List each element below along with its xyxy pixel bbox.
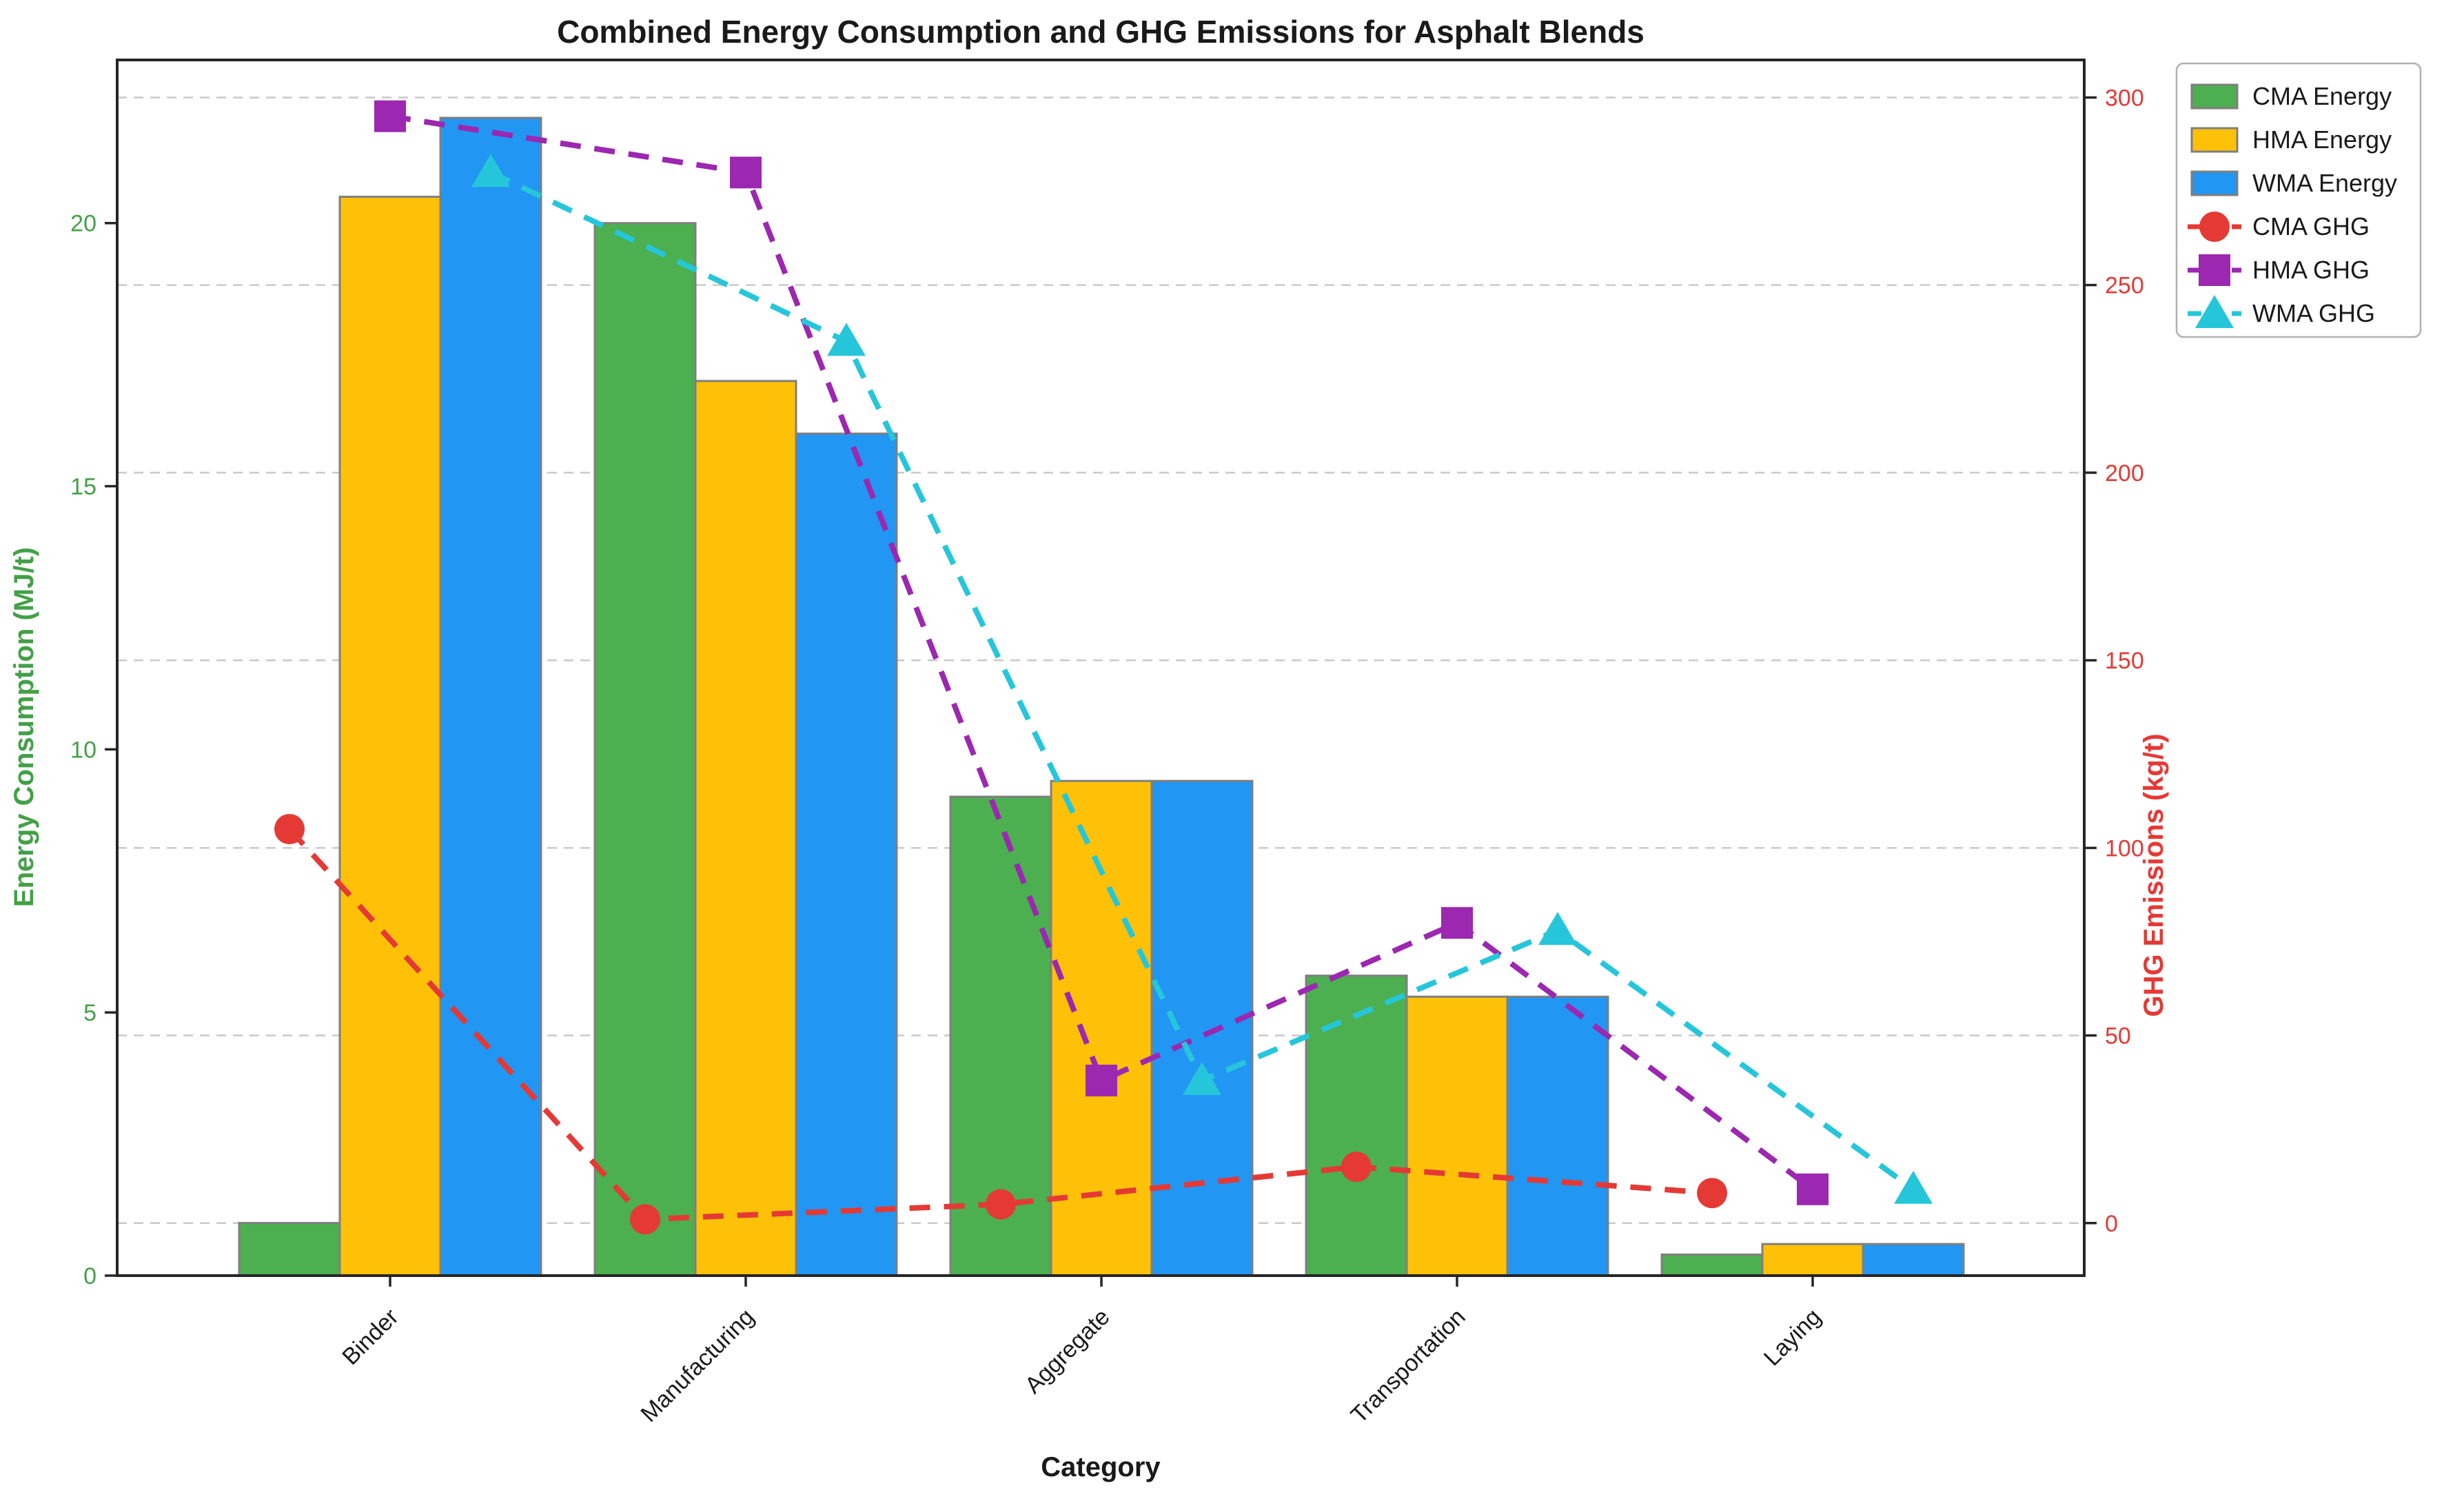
right-axis-tick-label: 50: [2105, 1023, 2131, 1050]
line-cma-ghg: [287, 827, 1713, 1223]
legend-square-marker: [2199, 254, 2230, 286]
legend-item-label: WMA Energy: [2252, 169, 2397, 197]
square-marker-hma-ghg: [1797, 1173, 1829, 1205]
triangle-marker-wma-ghg: [827, 323, 866, 356]
triangle-marker-wma-ghg: [1183, 1061, 1221, 1095]
bar-cma-energy: [1660, 1253, 1764, 1277]
bar-cma-energy: [238, 1222, 341, 1277]
x-axis-tick-label: Binder: [337, 1304, 403, 1370]
right-axis-tick-label: 300: [2105, 85, 2144, 111]
right-y-axis-title: GHG Emissions (kg/t): [2139, 733, 2169, 1016]
x-axis-tick-label: Aggregate: [1020, 1304, 1115, 1399]
bar-hma-energy: [694, 380, 797, 1277]
circle-marker-cma-ghg: [986, 1189, 1016, 1220]
bar-cma-energy: [593, 222, 697, 1277]
legend-item-label: WMA GHG: [2252, 299, 2375, 327]
circle-marker-cma-ghg: [1697, 1178, 1727, 1209]
x-axis-title: Category: [1041, 1452, 1161, 1482]
bar-layer: [238, 116, 1965, 1277]
legend-swatch-wma-energy: [2190, 170, 2239, 196]
left-axis-tick-label: 10: [70, 737, 96, 763]
x-axis-tick-label: Laying: [1759, 1304, 1826, 1371]
right-axis-tick-label: 150: [2105, 648, 2144, 674]
legend-item-label: HMA GHG: [2252, 256, 2370, 284]
bar-hma-energy: [1761, 1243, 1864, 1277]
square-marker-hma-ghg: [1086, 1064, 1117, 1096]
bar-hma-energy: [1405, 995, 1509, 1277]
line-layer: [274, 100, 1933, 1235]
square-marker-hma-ghg: [374, 100, 406, 132]
square-marker-hma-ghg: [730, 156, 762, 189]
x-axis-tick-label: Transportation: [1346, 1304, 1471, 1429]
x-axis-tick-label: Manufacturing: [635, 1304, 759, 1427]
triangle-marker-wma-ghg: [1538, 912, 1577, 946]
circle-marker-cma-ghg: [1341, 1152, 1372, 1183]
right-axis-tick-label: 100: [2105, 835, 2144, 861]
bar-hma-energy: [1050, 779, 1153, 1277]
legend-item-label: CMA GHG: [2252, 212, 2370, 241]
chart-title: Combined Energy Consumption and GHG Emis…: [557, 14, 1644, 50]
left-axis-tick-label: 20: [70, 211, 96, 237]
line-hma-ghg: [389, 113, 1815, 1192]
legend: CMA Energy HMA Energy WMA Energy CMA GHG HMA…: [2175, 62, 2422, 338]
circle-marker-cma-ghg: [274, 814, 305, 845]
triangle-marker-wma-ghg: [1894, 1170, 1933, 1204]
legend-swatch-cma-energy: [2190, 83, 2239, 110]
legend-triangle-marker: [2195, 295, 2234, 328]
bar-wma-energy: [1862, 1243, 1965, 1277]
bar-cma-energy: [1305, 974, 1408, 1277]
left-axis-tick-label: 15: [70, 474, 96, 500]
bar-wma-energy: [795, 432, 898, 1277]
left-y-axis-title: Energy Consumption (MJ/t): [9, 547, 39, 907]
legend-circle-marker: [2199, 212, 2230, 242]
triangle-marker-wma-ghg: [471, 154, 510, 187]
legend-item-label: CMA Energy: [2252, 82, 2392, 110]
legend-swatch-hma-energy: [2190, 127, 2239, 153]
right-axis-tick-label: 0: [2105, 1211, 2118, 1237]
left-axis-tick-label: 0: [83, 1263, 96, 1289]
bar-wma-energy: [1506, 995, 1609, 1277]
square-marker-hma-ghg: [1441, 907, 1473, 939]
right-axis-tick-label: 200: [2105, 460, 2144, 487]
plot-border: [116, 59, 2086, 1277]
circle-marker-cma-ghg: [630, 1204, 660, 1235]
bar-hma-energy: [338, 196, 442, 1277]
bar-wma-energy: [1150, 779, 1254, 1277]
right-axis-tick-label: 250: [2105, 273, 2144, 299]
legend-item-label: HMA Energy: [2252, 125, 2392, 154]
bar-wma-energy: [439, 116, 542, 1277]
left-axis-tick-label: 5: [83, 1000, 96, 1026]
